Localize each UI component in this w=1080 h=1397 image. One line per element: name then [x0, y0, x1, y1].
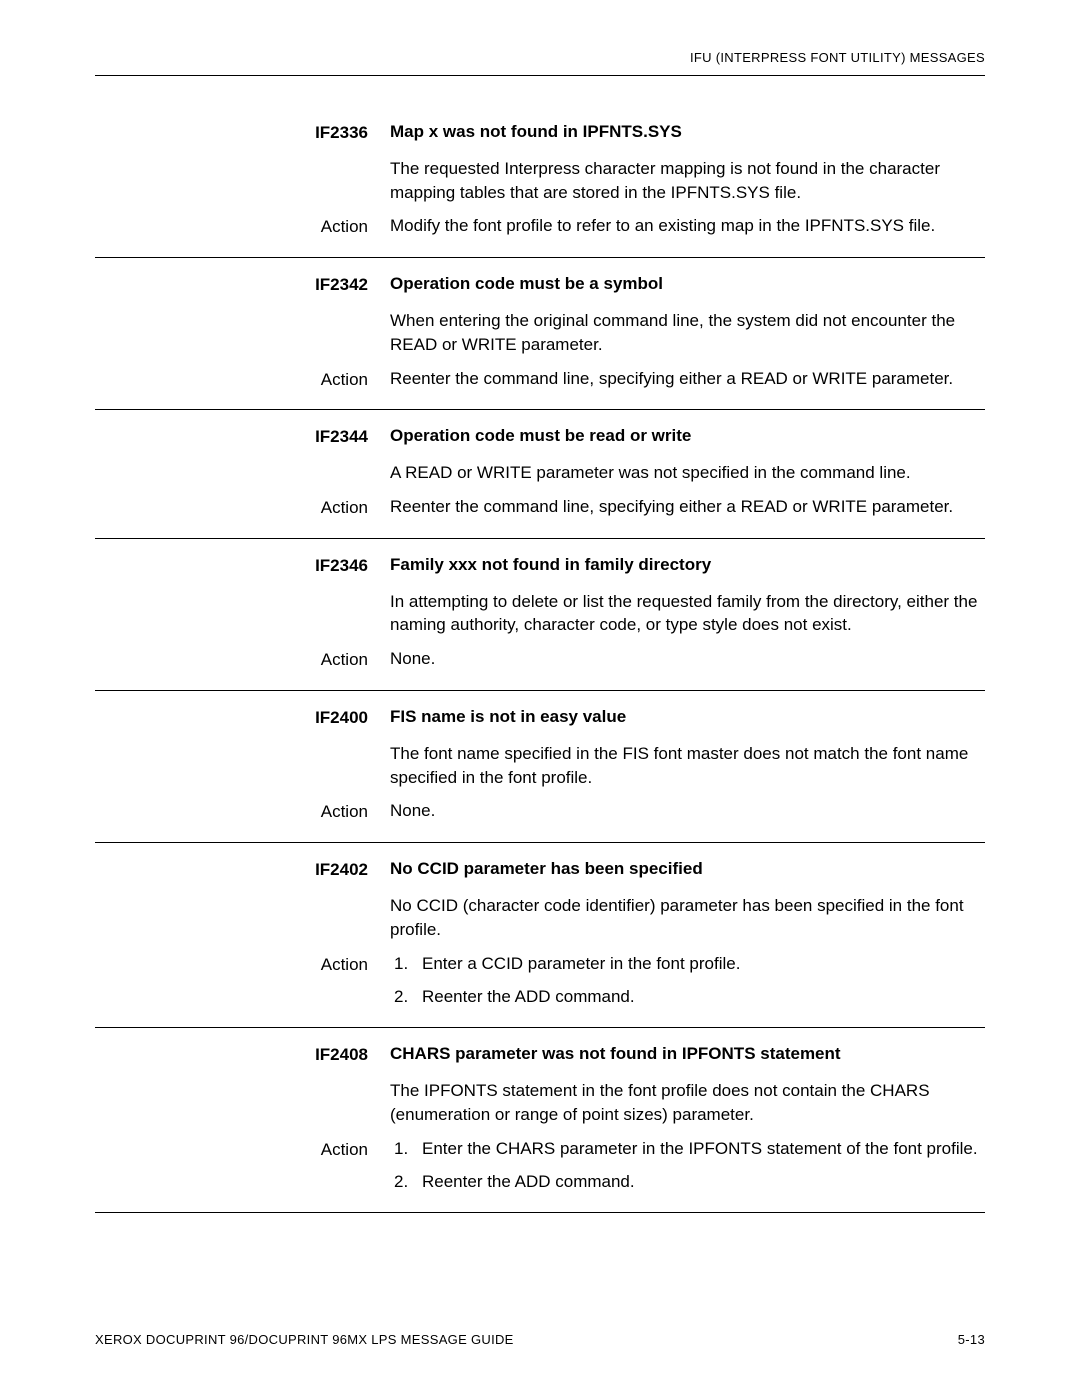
- footer-left: XEROX DOCUPRINT 96/DOCUPRINT 96MX LPS ME…: [95, 1332, 514, 1347]
- action-label: Action: [95, 367, 390, 392]
- message-code: IF2344: [95, 424, 390, 449]
- message-title: FIS name is not in easy value: [390, 705, 985, 730]
- message-code: IF2402: [95, 857, 390, 882]
- message-title: Map x was not found in IPFNTS.SYS: [390, 120, 985, 145]
- list-item: Reenter the ADD command.: [390, 1170, 985, 1194]
- action-label: Action: [95, 214, 390, 239]
- message-code: IF2342: [95, 272, 390, 297]
- message-block: IF2344 Operation code must be read or wr…: [95, 410, 985, 538]
- message-title: Operation code must be read or write: [390, 424, 985, 449]
- message-block: IF2408 CHARS parameter was not found in …: [95, 1028, 985, 1212]
- message-block: IF2400 FIS name is not in easy value The…: [95, 691, 985, 843]
- action-label: Action: [95, 799, 390, 824]
- action-list: Enter the CHARS parameter in the IPFONTS…: [390, 1137, 985, 1195]
- action-label: Action: [95, 952, 390, 1010]
- action-text: None.: [390, 647, 985, 672]
- message-block: IF2342 Operation code must be a symbol W…: [95, 258, 985, 410]
- header-text: IFU (INTERPRESS FONT UTILITY) MESSAGES: [690, 50, 985, 65]
- message-block: IF2346 Family xxx not found in family di…: [95, 539, 985, 691]
- message-code: IF2336: [95, 120, 390, 145]
- message-block: IF2336 Map x was not found in IPFNTS.SYS…: [95, 106, 985, 258]
- action-label: Action: [95, 1137, 390, 1195]
- message-code: IF2408: [95, 1042, 390, 1067]
- page-footer: XEROX DOCUPRINT 96/DOCUPRINT 96MX LPS ME…: [95, 1332, 985, 1347]
- message-description: The IPFONTS statement in the font profil…: [390, 1079, 985, 1127]
- action-text: None.: [390, 799, 985, 824]
- message-title: Family xxx not found in family directory: [390, 553, 985, 578]
- list-item: Enter a CCID parameter in the font profi…: [390, 952, 985, 976]
- message-description: A READ or WRITE parameter was not specif…: [390, 461, 985, 485]
- message-code: IF2346: [95, 553, 390, 578]
- list-item: Enter the CHARS parameter in the IPFONTS…: [390, 1137, 985, 1161]
- action-text: Modify the font profile to refer to an e…: [390, 214, 985, 239]
- message-description: The font name specified in the FIS font …: [390, 742, 985, 790]
- list-item: Reenter the ADD command.: [390, 985, 985, 1009]
- action-label: Action: [95, 647, 390, 672]
- message-description: No CCID (character code identifier) para…: [390, 894, 985, 942]
- message-description: In attempting to delete or list the requ…: [390, 590, 985, 638]
- action-label: Action: [95, 495, 390, 520]
- action-text: Reenter the command line, specifying eit…: [390, 367, 985, 392]
- message-title: Operation code must be a symbol: [390, 272, 985, 297]
- message-code: IF2400: [95, 705, 390, 730]
- message-description: When entering the original command line,…: [390, 309, 985, 357]
- message-title: No CCID parameter has been specified: [390, 857, 985, 882]
- content-area: IF2336 Map x was not found in IPFNTS.SYS…: [95, 106, 985, 1213]
- page-header: IFU (INTERPRESS FONT UTILITY) MESSAGES: [95, 50, 985, 76]
- message-block: IF2402 No CCID parameter has been specif…: [95, 843, 985, 1028]
- message-description: The requested Interpress character mappi…: [390, 157, 985, 205]
- message-title: CHARS parameter was not found in IPFONTS…: [390, 1042, 985, 1067]
- action-text: Reenter the command line, specifying eit…: [390, 495, 985, 520]
- footer-right: 5-13: [958, 1332, 985, 1347]
- action-list: Enter a CCID parameter in the font profi…: [390, 952, 985, 1010]
